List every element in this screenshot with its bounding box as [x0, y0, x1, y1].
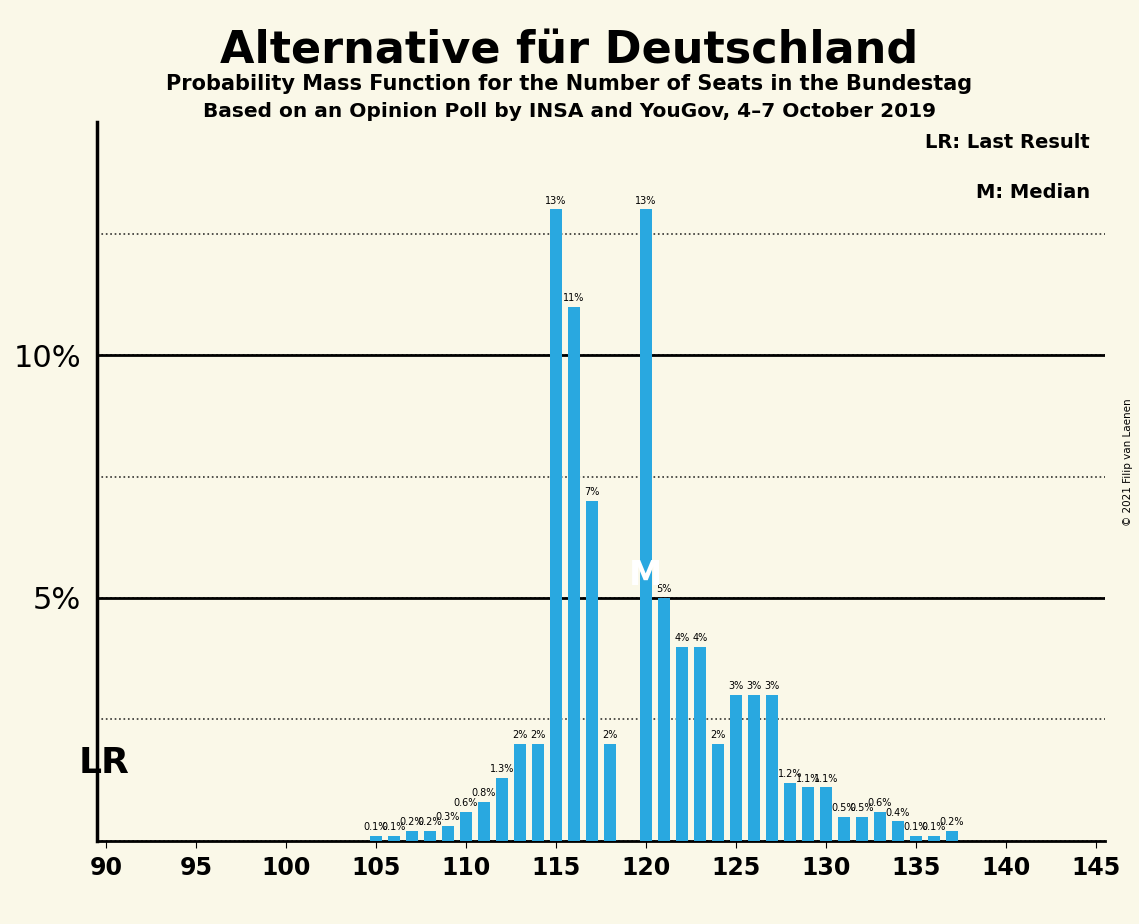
Text: 0.8%: 0.8% — [472, 788, 495, 798]
Text: 1.1%: 1.1% — [813, 773, 838, 784]
Bar — [855, 817, 868, 841]
Bar — [657, 598, 670, 841]
Bar — [387, 836, 400, 841]
Bar — [495, 778, 508, 841]
Text: 4%: 4% — [693, 633, 707, 643]
Text: 0.1%: 0.1% — [382, 822, 405, 833]
Text: 11%: 11% — [563, 293, 584, 303]
Text: 0.5%: 0.5% — [850, 803, 874, 813]
Text: M: M — [629, 559, 663, 592]
Text: 7%: 7% — [584, 487, 599, 497]
Text: 2%: 2% — [710, 730, 726, 740]
Text: 0.2%: 0.2% — [940, 817, 964, 827]
Text: M: Median: M: Median — [976, 183, 1090, 202]
Text: 1.3%: 1.3% — [490, 764, 514, 773]
Bar — [712, 744, 724, 841]
Bar — [784, 783, 796, 841]
Bar — [639, 210, 653, 841]
Bar — [837, 817, 850, 841]
Bar — [765, 695, 778, 841]
Bar — [874, 811, 886, 841]
Bar — [369, 836, 382, 841]
Text: 0.2%: 0.2% — [400, 817, 424, 827]
Bar — [820, 787, 833, 841]
Bar — [747, 695, 760, 841]
Text: 2%: 2% — [513, 730, 527, 740]
Text: 0.3%: 0.3% — [435, 812, 460, 822]
Text: 1.2%: 1.2% — [778, 769, 802, 779]
Text: Probability Mass Function for the Number of Seats in the Bundestag: Probability Mass Function for the Number… — [166, 74, 973, 94]
Text: 0.1%: 0.1% — [363, 822, 388, 833]
Bar — [802, 787, 814, 841]
Bar — [729, 695, 743, 841]
Text: 0.1%: 0.1% — [921, 822, 947, 833]
Text: 3%: 3% — [728, 681, 744, 691]
Bar — [459, 811, 473, 841]
Bar — [477, 802, 490, 841]
Text: 13%: 13% — [546, 196, 566, 205]
Text: 2%: 2% — [530, 730, 546, 740]
Bar — [945, 831, 958, 841]
Text: 0.2%: 0.2% — [418, 817, 442, 827]
Bar — [514, 744, 526, 841]
Text: Alternative für Deutschland: Alternative für Deutschland — [220, 30, 919, 73]
Text: © 2021 Filip van Laenen: © 2021 Filip van Laenen — [1123, 398, 1132, 526]
Text: 0.1%: 0.1% — [903, 822, 928, 833]
Text: Based on an Opinion Poll by INSA and YouGov, 4–7 October 2019: Based on an Opinion Poll by INSA and You… — [203, 102, 936, 121]
Bar — [405, 831, 418, 841]
Text: 0.6%: 0.6% — [868, 797, 892, 808]
Text: LR: Last Result: LR: Last Result — [925, 133, 1090, 152]
Text: 1.1%: 1.1% — [796, 773, 820, 784]
Bar — [604, 744, 616, 841]
Bar — [927, 836, 940, 841]
Bar — [549, 210, 563, 841]
Text: 13%: 13% — [636, 196, 656, 205]
Bar — [442, 826, 454, 841]
Text: 2%: 2% — [603, 730, 617, 740]
Bar — [567, 307, 580, 841]
Text: 4%: 4% — [674, 633, 689, 643]
Bar — [694, 647, 706, 841]
Bar — [675, 647, 688, 841]
Bar — [892, 821, 904, 841]
Bar — [910, 836, 923, 841]
Text: 0.4%: 0.4% — [886, 808, 910, 818]
Text: LR: LR — [79, 746, 130, 780]
Text: 3%: 3% — [746, 681, 762, 691]
Text: 0.6%: 0.6% — [453, 797, 478, 808]
Bar — [585, 501, 598, 841]
Bar — [424, 831, 436, 841]
Text: 5%: 5% — [656, 584, 672, 594]
Text: 0.5%: 0.5% — [831, 803, 857, 813]
Text: 3%: 3% — [764, 681, 779, 691]
Bar — [532, 744, 544, 841]
